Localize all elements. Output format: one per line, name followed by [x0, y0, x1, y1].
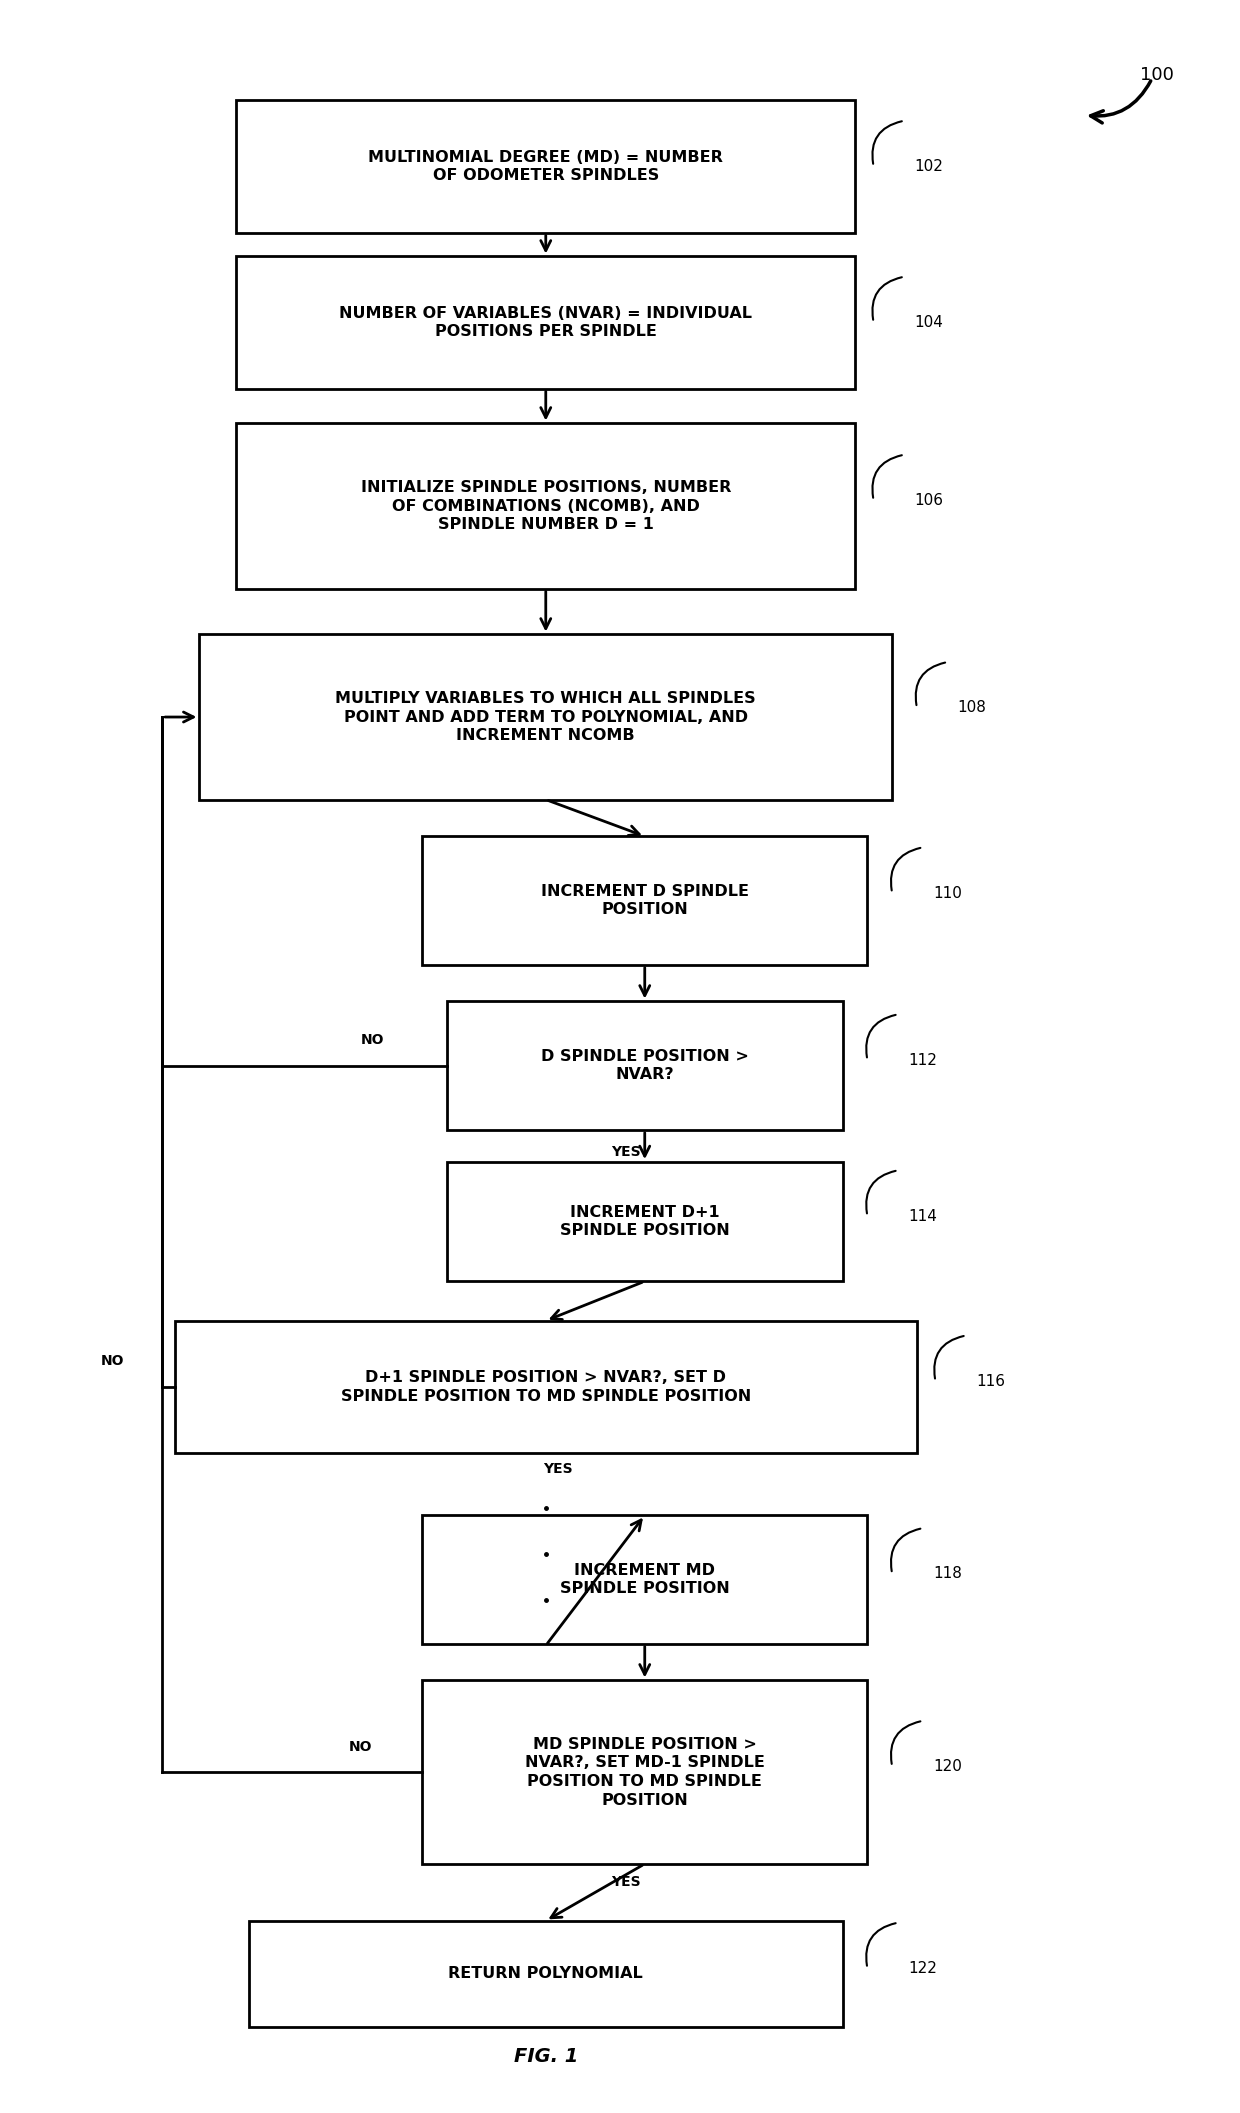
Text: D+1 SPINDLE POSITION > NVAR?, SET D
SPINDLE POSITION TO MD SPINDLE POSITION: D+1 SPINDLE POSITION > NVAR?, SET D SPIN…: [341, 1369, 751, 1403]
FancyBboxPatch shape: [422, 837, 868, 966]
Text: 116: 116: [976, 1373, 1006, 1388]
FancyBboxPatch shape: [237, 423, 856, 590]
Text: 102: 102: [914, 158, 944, 173]
Text: NUMBER OF VARIABLES (NVAR) = INDIVIDUAL
POSITIONS PER SPINDLE: NUMBER OF VARIABLES (NVAR) = INDIVIDUAL …: [340, 306, 753, 340]
FancyBboxPatch shape: [237, 101, 856, 232]
Text: NO: NO: [361, 1033, 384, 1048]
Text: 100: 100: [1140, 66, 1173, 85]
FancyBboxPatch shape: [422, 1680, 868, 1864]
Text: INCREMENT D+1
SPINDLE POSITION: INCREMENT D+1 SPINDLE POSITION: [560, 1204, 729, 1238]
Text: 114: 114: [908, 1209, 937, 1223]
Text: RETURN POLYNOMIAL: RETURN POLYNOMIAL: [449, 1967, 644, 1982]
FancyBboxPatch shape: [237, 256, 856, 389]
Text: 122: 122: [908, 1961, 937, 1976]
Text: 106: 106: [914, 492, 944, 507]
Text: INCREMENT D SPINDLE
POSITION: INCREMENT D SPINDLE POSITION: [541, 883, 749, 917]
Text: INCREMENT MD
SPINDLE POSITION: INCREMENT MD SPINDLE POSITION: [560, 1564, 729, 1595]
FancyBboxPatch shape: [200, 634, 893, 799]
Text: 110: 110: [932, 885, 962, 900]
Text: 104: 104: [914, 315, 944, 330]
Text: D SPINDLE POSITION >
NVAR?: D SPINDLE POSITION > NVAR?: [541, 1048, 749, 1082]
FancyBboxPatch shape: [446, 1002, 843, 1130]
FancyBboxPatch shape: [175, 1321, 916, 1454]
Text: NO: NO: [348, 1739, 372, 1754]
Text: 108: 108: [957, 699, 987, 716]
Text: INITIALIZE SPINDLE POSITIONS, NUMBER
OF COMBINATIONS (NCOMB), AND
SPINDLE NUMBER: INITIALIZE SPINDLE POSITIONS, NUMBER OF …: [361, 480, 730, 532]
Text: 120: 120: [932, 1760, 962, 1775]
Text: MULTINOMIAL DEGREE (MD) = NUMBER
OF ODOMETER SPINDLES: MULTINOMIAL DEGREE (MD) = NUMBER OF ODOM…: [368, 150, 723, 184]
Text: NO: NO: [100, 1354, 124, 1369]
Text: YES: YES: [611, 1145, 641, 1158]
Text: MULTIPLY VARIABLES TO WHICH ALL SPINDLES
POINT AND ADD TERM TO POLYNOMIAL, AND
I: MULTIPLY VARIABLES TO WHICH ALL SPINDLES…: [336, 691, 756, 744]
Text: YES: YES: [611, 1874, 641, 1889]
Text: FIG. 1: FIG. 1: [513, 2047, 578, 2067]
FancyBboxPatch shape: [446, 1162, 843, 1280]
Text: YES: YES: [543, 1462, 573, 1477]
Text: 112: 112: [908, 1052, 937, 1067]
FancyBboxPatch shape: [249, 1921, 843, 2026]
FancyBboxPatch shape: [422, 1515, 868, 1644]
Text: MD SPINDLE POSITION >
NVAR?, SET MD-1 SPINDLE
POSITION TO MD SPINDLE
POSITION: MD SPINDLE POSITION > NVAR?, SET MD-1 SP…: [525, 1737, 765, 1807]
Text: 118: 118: [932, 1566, 962, 1581]
